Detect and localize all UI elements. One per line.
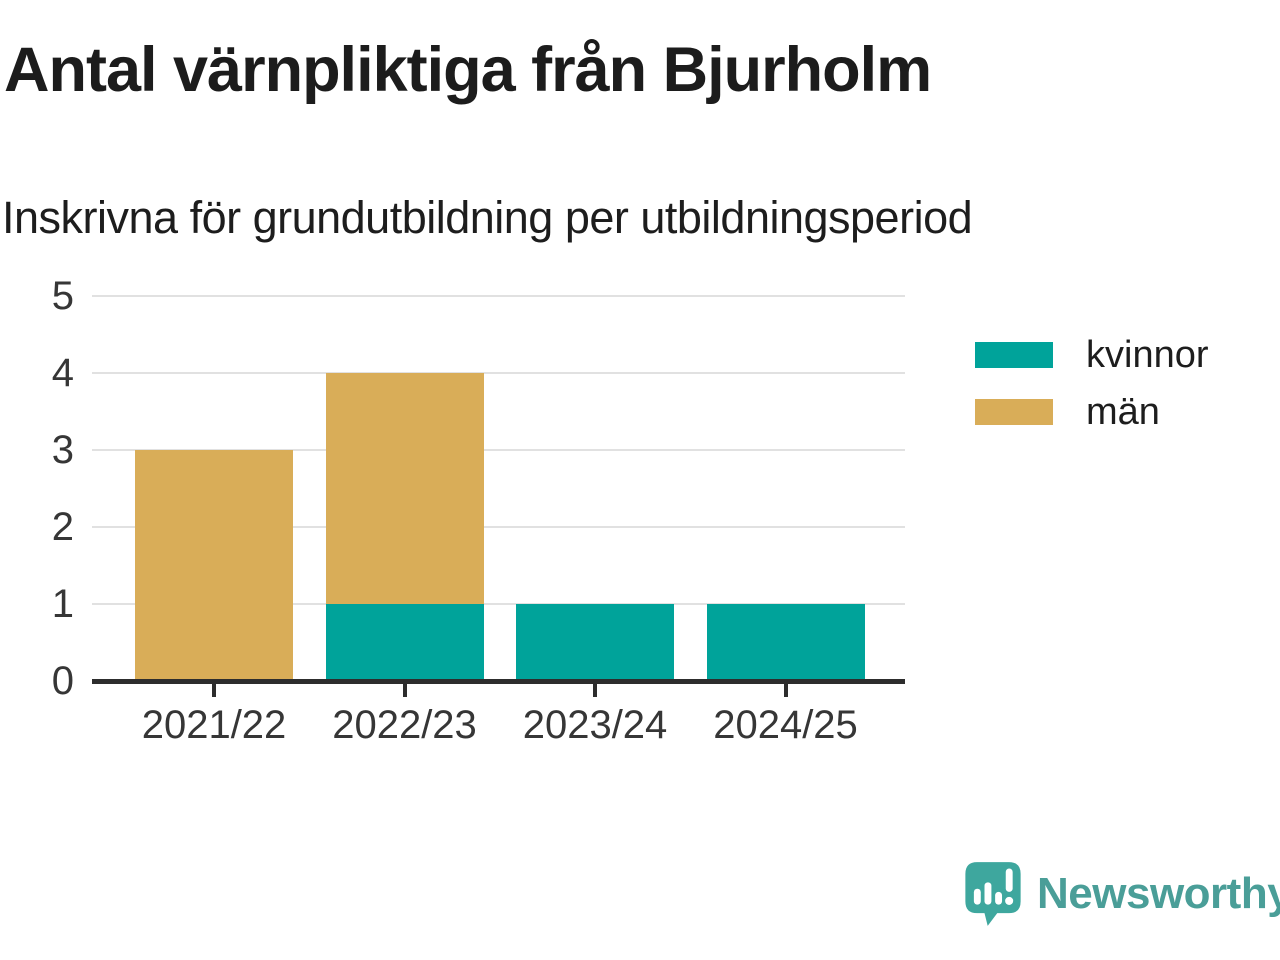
- gridline-y1: [92, 603, 905, 605]
- legend-item-kvinnor: kvinnor: [975, 334, 1209, 376]
- gridline-y3: [92, 449, 905, 451]
- x-tick-label: 2024/25: [713, 703, 858, 747]
- bar-segment-man: [325, 373, 484, 604]
- y-tick-label: 5: [51, 274, 74, 318]
- newsworthy-logo-icon: [965, 862, 1021, 926]
- legend-swatch: [975, 342, 1053, 368]
- gridline-y5: [92, 295, 905, 297]
- y-tick-label: 3: [51, 428, 74, 472]
- x-axis-line: [92, 679, 905, 684]
- x-tick: [783, 684, 788, 697]
- legend-label: män: [1086, 391, 1160, 433]
- x-tick-label: 2022/23: [332, 703, 477, 747]
- gridline-y4: [92, 372, 905, 374]
- y-tick-label: 2: [51, 505, 74, 549]
- brand-footer: Newsworthy: [963, 860, 1280, 928]
- x-tick: [593, 684, 597, 697]
- x-tick: [212, 684, 216, 697]
- gridline-y2: [92, 526, 905, 528]
- x-tick-label: 2021/22: [141, 703, 287, 747]
- y-tick-label: 0: [51, 659, 74, 703]
- y-tick-label: 4: [51, 351, 74, 395]
- legend-swatch: [975, 399, 1053, 425]
- legend-item-man: män: [975, 391, 1209, 433]
- legend: kvinnor män: [975, 334, 1209, 433]
- chart-subtitle: Inskrivna för grundutbildning per utbild…: [2, 192, 973, 243]
- bar-segment-kvinnor: [706, 604, 865, 681]
- x-tick-label: 2023/24: [522, 703, 668, 747]
- bar-segment-kvinnor: [516, 604, 674, 681]
- legend-label: kvinnor: [1086, 334, 1209, 376]
- chart-title: Antal värnpliktiga från Bjurholm: [4, 35, 932, 105]
- brand-name: Newsworthy: [1037, 869, 1280, 918]
- bar-segment-kvinnor: [325, 604, 484, 681]
- bar-segment-man: [135, 450, 293, 681]
- y-tick-label: 1: [51, 582, 74, 626]
- x-tick: [402, 684, 407, 697]
